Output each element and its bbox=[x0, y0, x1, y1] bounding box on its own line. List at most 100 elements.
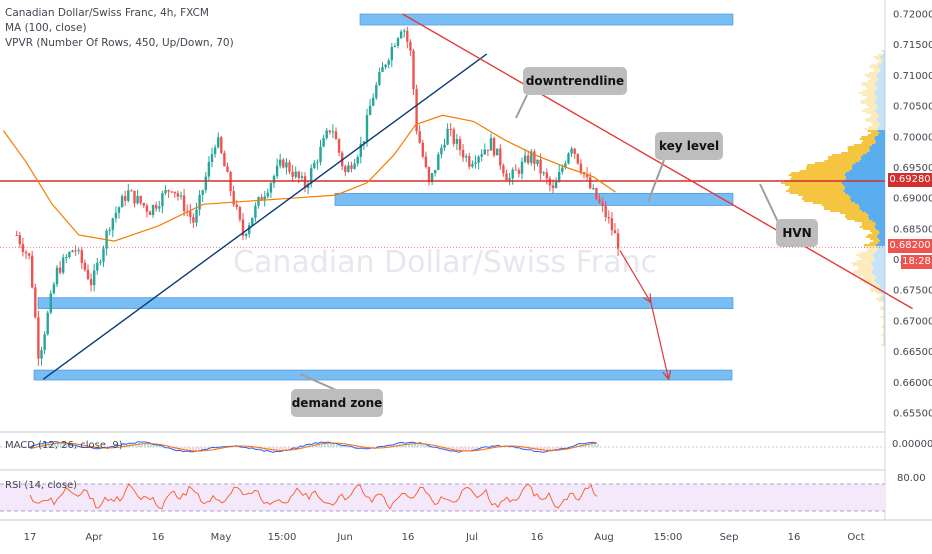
macd-histogram-bar bbox=[147, 444, 149, 448]
candle-body bbox=[573, 149, 575, 154]
macd-histogram-bar bbox=[549, 447, 551, 450]
candle-body bbox=[598, 199, 600, 202]
volume-profile-up-bar bbox=[864, 108, 876, 110]
candle-body bbox=[74, 250, 76, 251]
candle-body bbox=[108, 230, 110, 231]
volume-profile-up-bar bbox=[785, 184, 843, 186]
vpvr-legend[interactable]: VPVR (Number Of Rows, 450, Up/Down, 70) bbox=[5, 36, 234, 51]
candle-body bbox=[220, 137, 222, 153]
candle-body bbox=[245, 234, 247, 236]
symbol-title[interactable]: Canadian Dollar/Swiss Franc, 4h, FXCM bbox=[5, 6, 234, 21]
candle-body bbox=[493, 138, 495, 155]
volume-profile-up-bar bbox=[824, 160, 859, 162]
volume-profile-up-bar bbox=[883, 342, 884, 344]
candle-body bbox=[15, 235, 17, 236]
volume-profile-up-bar bbox=[868, 126, 878, 128]
rsi-label[interactable]: RSI (14, close) bbox=[5, 480, 77, 491]
volume-profile-down-bar bbox=[878, 234, 885, 236]
downtrendline-callout[interactable]: downtrendline bbox=[523, 67, 627, 95]
macd-histogram-bar bbox=[552, 447, 554, 450]
volume-profile-down-bar bbox=[879, 132, 885, 134]
volume-profile-down-bar bbox=[872, 220, 885, 222]
candle-body bbox=[549, 178, 551, 185]
volume-profile-up-bar bbox=[845, 216, 868, 218]
volume-profile-down-bar bbox=[877, 86, 885, 88]
candle-body bbox=[146, 206, 148, 212]
candle-body bbox=[31, 256, 33, 288]
volume-profile-up-bar bbox=[879, 300, 883, 302]
macd-histogram-bar bbox=[597, 444, 599, 447]
candle-body bbox=[614, 230, 616, 233]
candle-body bbox=[381, 67, 383, 72]
volume-profile-up-bar bbox=[862, 278, 875, 280]
volume-profile-down-bar bbox=[883, 316, 885, 318]
candle-body bbox=[77, 250, 79, 251]
candle-body bbox=[96, 263, 98, 271]
volume-profile-down-bar bbox=[845, 188, 885, 190]
candle-body bbox=[115, 213, 117, 219]
demand-zone-callout[interactable]: demand zone bbox=[291, 389, 383, 417]
volume-profile-down-bar bbox=[876, 282, 885, 284]
volume-profile-down-bar bbox=[882, 62, 885, 64]
key-level-callout[interactable]: key level bbox=[655, 132, 723, 160]
candle-body bbox=[164, 190, 166, 193]
candle-body bbox=[90, 279, 92, 285]
candle-body bbox=[372, 98, 374, 106]
volume-profile-down-bar bbox=[863, 154, 885, 156]
volume-profile-down-bar bbox=[869, 146, 885, 148]
volume-profile-up-bar bbox=[876, 292, 881, 294]
volume-profile-up-bar bbox=[864, 276, 876, 278]
volume-profile-up-bar bbox=[845, 214, 868, 216]
macd-label[interactable]: MACD (12, 26, close, 9) bbox=[5, 440, 123, 451]
volume-profile-down-bar bbox=[884, 322, 885, 324]
candle-body bbox=[508, 178, 510, 180]
candle-body bbox=[487, 150, 489, 151]
volume-profile-down-bar bbox=[882, 300, 885, 302]
price-axis[interactable]: 0.720000.715000.710000.705000.700000.695… bbox=[893, 10, 932, 420]
volume-profile-down-bar bbox=[850, 196, 885, 198]
candle-body bbox=[524, 156, 526, 162]
volume-profile-up-bar bbox=[861, 136, 875, 138]
volume-profile-down-bar bbox=[845, 186, 885, 188]
volume-profile-down-bar bbox=[880, 240, 885, 242]
time-tick-label: 16 bbox=[152, 532, 165, 543]
candle-body bbox=[477, 157, 479, 163]
candle-body bbox=[301, 176, 303, 178]
volume-profile-up-bar bbox=[804, 200, 851, 202]
volume-profile-down-bar bbox=[880, 56, 885, 58]
volume-profile-up-bar bbox=[871, 64, 879, 66]
volume-profile-up-bar bbox=[876, 298, 881, 300]
candle-body bbox=[239, 207, 241, 219]
volume-profile-up-bar bbox=[864, 244, 876, 246]
volume-profile-down-bar bbox=[877, 104, 885, 106]
hvn-callout[interactable]: HVN bbox=[776, 219, 818, 247]
candle-body bbox=[384, 65, 386, 67]
volume-profile-up-bar bbox=[807, 164, 852, 166]
candle-body bbox=[338, 139, 340, 152]
macd-histogram-bar bbox=[339, 445, 341, 447]
candle-body bbox=[254, 206, 256, 218]
candle-body bbox=[59, 268, 61, 273]
candle-body bbox=[93, 270, 95, 285]
volume-profile-up-bar bbox=[883, 338, 884, 340]
volume-profile-down-bar bbox=[878, 72, 885, 74]
volume-profile-up-bar bbox=[786, 190, 843, 192]
ma-legend[interactable]: MA (100, close) bbox=[5, 21, 234, 36]
volume-profile-down-bar bbox=[845, 174, 885, 176]
candle-body bbox=[34, 287, 36, 317]
volume-profile-up-bar bbox=[806, 168, 852, 170]
volume-profile-down-bar bbox=[877, 96, 885, 98]
volume-profile-down-bar bbox=[855, 202, 885, 204]
macd-histogram-bar bbox=[333, 445, 335, 448]
volume-profile-up-bar bbox=[800, 170, 850, 172]
candle-body bbox=[378, 72, 380, 85]
candle-body bbox=[527, 156, 529, 163]
volume-profile-up-bar bbox=[861, 258, 875, 260]
candle-body bbox=[468, 156, 470, 167]
volume-profile-up-bar bbox=[868, 234, 878, 236]
candle-body bbox=[604, 206, 606, 217]
candle-body bbox=[542, 172, 544, 173]
volume-profile-down-bar bbox=[861, 156, 885, 158]
